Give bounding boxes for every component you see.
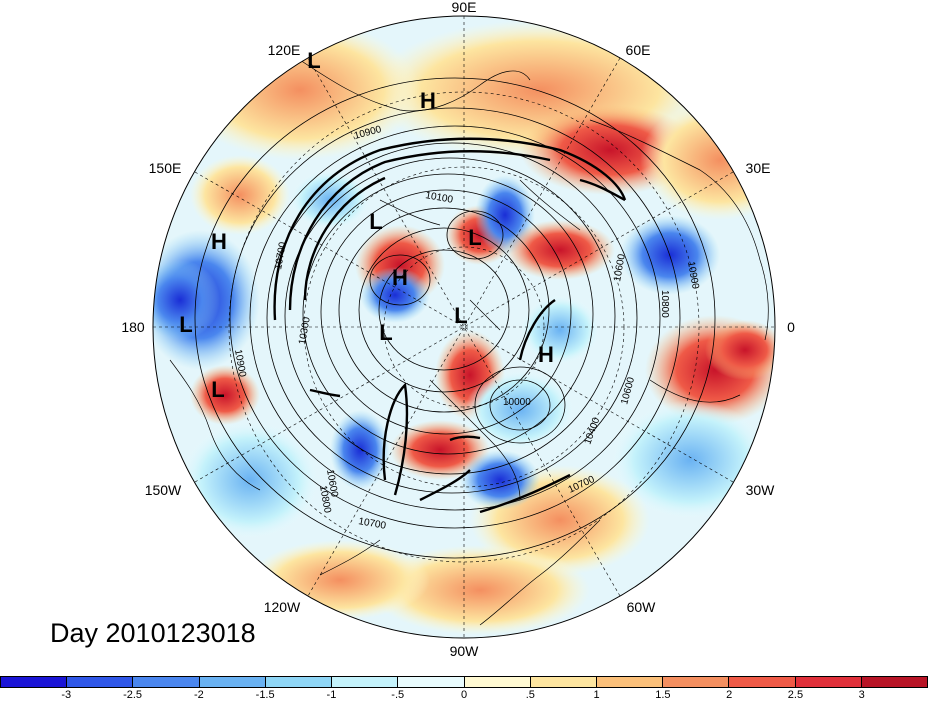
colorbar-tick-label: -1: [326, 689, 337, 701]
colorbar-swatch: [663, 677, 730, 687]
height-contours: [194, 77, 716, 559]
contour-label: 10100: [424, 190, 454, 206]
graticule: [152, 15, 776, 639]
colorbar-swatch: [67, 677, 134, 687]
high-pressure-marker: H: [211, 229, 227, 254]
jet-contours: [273, 137, 627, 514]
colorbar-swatch: [199, 677, 266, 687]
high-pressure-marker: H: [392, 265, 408, 290]
lon-label-30e: 30E: [746, 160, 771, 176]
colorbar: -3 -2.5 -2 -1.5 -1 -.5 0 .5 1 1.5 2 2.5 3: [0, 676, 928, 702]
colorbar-swatch: [861, 677, 928, 687]
colorbar-tick-label: -2: [193, 689, 204, 701]
lon-label-90w: 90W: [450, 643, 480, 659]
colorbar-tick-label: 1.5: [655, 689, 671, 701]
timestamp-label: Day 2010123018: [50, 618, 256, 648]
lon-label-60w: 60W: [627, 599, 657, 615]
colorbar-swatch: [729, 677, 796, 687]
high-pressure-marker: H: [538, 342, 554, 367]
anomaly-shading: [153, 16, 775, 638]
low-pressure-marker: L: [454, 303, 467, 328]
colorbar-swatches: [0, 676, 928, 688]
coastlines: [169, 59, 769, 626]
contour-label: 10700: [357, 516, 387, 532]
longitude-labels: 90E 60E 30E 0 30W 60W 90W 120W 150W 180 …: [121, 0, 795, 659]
colorbar-tick-label: 3: [858, 689, 865, 701]
contour-label: 10600: [612, 253, 628, 283]
lon-label-60e: 60E: [626, 42, 651, 58]
colorbar-swatch: [398, 677, 465, 687]
lon-label-120e: 120E: [268, 42, 301, 58]
low-pressure-marker: L: [211, 377, 224, 402]
colorbar-swatch: [133, 677, 200, 687]
contour-label: 10900: [685, 261, 701, 291]
contour-label: 10300: [297, 316, 313, 346]
lon-label-150w: 150W: [145, 482, 182, 498]
lon-label-30w: 30W: [746, 482, 776, 498]
colorbar-tick-label: -3: [61, 689, 72, 701]
colorbar-tick-label: -2.5: [123, 689, 143, 701]
contour-value-labels: 10900 10100 10700 10300 10900 10600 1080…: [232, 124, 701, 532]
colorbar-swatch: [1, 677, 68, 687]
colorbar-tick-label: 1: [593, 689, 600, 701]
low-pressure-marker: L: [307, 48, 320, 73]
contour-label: 10600: [324, 469, 340, 499]
colorbar-swatch: [265, 677, 333, 687]
colorbar-tick-label: 2: [726, 689, 733, 701]
low-pressure-marker: L: [369, 209, 382, 234]
colorbar-tick-label: 2.5: [787, 689, 804, 701]
colorbar-swatch: [596, 677, 664, 687]
lon-label-120w: 120W: [264, 599, 301, 615]
contour-label: 10900: [232, 349, 248, 379]
colorbar-tick-label: -1.5: [255, 689, 275, 701]
colorbar-swatch: [332, 677, 399, 687]
contour-label: 10000: [503, 397, 531, 408]
colorbar-swatch: [530, 677, 597, 687]
lon-label-180: 180: [121, 319, 145, 335]
pressure-system-markers: L H H L L H L L L H L: [179, 48, 554, 402]
lon-label-90e: 90E: [452, 0, 477, 15]
colorbar-tick-label: -.5: [391, 689, 405, 701]
colorbar-swatch: [795, 677, 862, 687]
contour-label: 10800: [317, 485, 333, 515]
colorbar-tick-labels: -3 -2.5 -2 -1.5 -1 -.5 0 .5 1 1.5 2 2.5 3: [0, 688, 928, 702]
colorbar-swatch: [464, 677, 531, 687]
high-pressure-marker: H: [420, 88, 436, 113]
low-pressure-marker: L: [468, 225, 481, 250]
colorbar-tick-label: .5: [525, 689, 535, 701]
contour-label: 10800: [659, 290, 670, 318]
lon-label-0: 0: [787, 319, 795, 335]
lon-label-150e: 150E: [149, 160, 182, 176]
low-pressure-marker: L: [179, 312, 192, 337]
colorbar-tick-label: 0: [460, 689, 468, 701]
contour-label: 10700: [273, 241, 289, 271]
low-pressure-marker: L: [379, 320, 392, 345]
